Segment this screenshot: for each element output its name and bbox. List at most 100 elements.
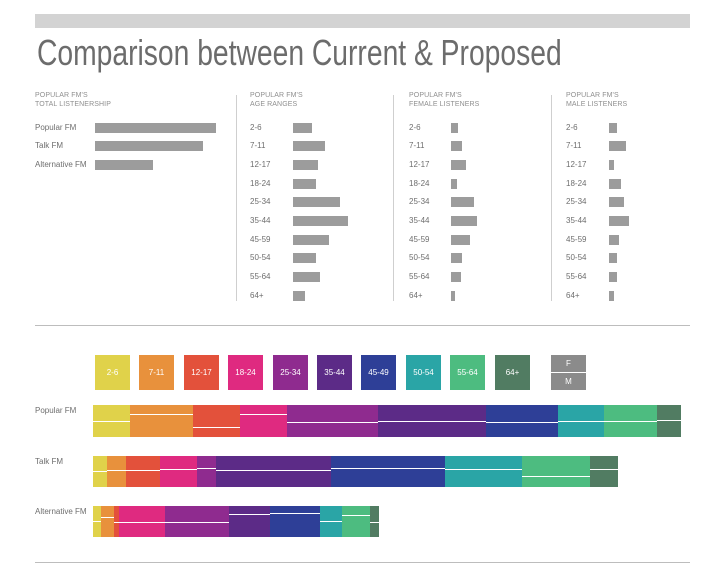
legend-swatch: 25-34: [273, 355, 308, 390]
header-band: [35, 14, 690, 28]
female-listeners-label: 25-34: [409, 197, 430, 206]
bottom-divider: [35, 562, 690, 563]
age-ranges-bar: [293, 272, 320, 282]
legend-swatch: 2-6: [95, 355, 130, 390]
male-listeners-bar: [609, 272, 617, 282]
age-ranges-bar: [293, 235, 329, 245]
female-listeners-header-line: FEMALE LISTENERS: [409, 100, 480, 108]
stacked-segment: [126, 456, 160, 487]
female-male-split-line: [130, 414, 193, 415]
stacked-segment: [590, 456, 618, 487]
stacked-segment: [378, 405, 486, 437]
female-male-split-line: [445, 469, 522, 470]
stacked-row-label: Popular FM: [35, 406, 77, 415]
male-listeners-label: 12-17: [566, 160, 587, 169]
female-male-split-line: [197, 468, 216, 469]
stacked-segment: [165, 506, 229, 537]
female-male-split-line: [486, 422, 558, 423]
legend-female-label: F: [566, 359, 571, 368]
female-male-split-line: [522, 476, 590, 477]
female-listeners-label: 45-59: [409, 235, 430, 244]
female-male-split-line: [558, 421, 604, 422]
panel-divider: [551, 95, 552, 301]
total-listenership-header-line: POPULAR FM'S: [35, 92, 88, 99]
legend-swatch: 50-54: [406, 355, 441, 390]
female-listeners-bar: [451, 197, 474, 207]
total-listenership-header: POPULAR FM'S TOTAL LISTENERSHIP: [35, 92, 111, 109]
stacked-segment: [197, 456, 216, 487]
age-ranges-header-line: POPULAR FM'S: [250, 92, 303, 99]
female-listeners-label: 12-17: [409, 160, 430, 169]
stacked-segment: [130, 405, 193, 437]
male-listeners-bar: [609, 291, 614, 301]
stacked-segment: [229, 506, 270, 537]
female-listeners-label: 18-24: [409, 179, 430, 188]
stacked-segment: [486, 405, 558, 437]
age-ranges-header-line: AGE RANGES: [250, 100, 298, 108]
female-male-split-line: [126, 470, 160, 471]
female-male-split-line: [370, 522, 379, 523]
female-listeners-bar: [451, 179, 457, 189]
legend-swatch: 12-17: [184, 355, 219, 390]
age-ranges-label: 50-54: [250, 253, 271, 262]
male-listeners-label: 35-44: [566, 216, 587, 225]
female-male-split-line: [378, 421, 486, 422]
page-title: Comparison between Current & Proposed: [37, 32, 562, 73]
female-male-split-line: [93, 521, 101, 522]
male-listeners-label: 64+: [566, 291, 580, 300]
stacked-segment: [320, 506, 342, 537]
legend-swatch: 55-64: [450, 355, 485, 390]
stacked-segment: [93, 506, 101, 537]
stacked-segment: [240, 405, 287, 437]
female-listeners-bar: [451, 272, 461, 282]
total-listenership-header-line: TOTAL LISTENERSHIP: [35, 100, 111, 108]
male-listeners-header-line: POPULAR FM'S: [566, 92, 619, 99]
female-listeners-bar: [451, 160, 466, 170]
female-listeners-label: 7-11: [409, 141, 425, 150]
stacked-segment: [270, 506, 320, 537]
total-listenership-label: Talk FM: [35, 141, 63, 150]
female-listeners-label: 35-44: [409, 216, 430, 225]
female-male-split-line: [119, 522, 165, 523]
stacked-segment: [370, 506, 379, 537]
female-listeners-bar: [451, 141, 462, 151]
female-male-split-line: [114, 522, 119, 523]
male-listeners-bar: [609, 141, 626, 151]
total-listenership-bar: [95, 123, 216, 133]
male-listeners-bar: [609, 235, 619, 245]
legend-male-label: M: [565, 377, 572, 386]
age-ranges-bar: [293, 141, 325, 151]
age-ranges-bar: [293, 197, 340, 207]
female-listeners-bar: [451, 123, 458, 133]
age-ranges-bar: [293, 123, 312, 133]
stacked-segment: [445, 456, 522, 487]
male-listeners-bar: [609, 160, 614, 170]
age-ranges-label: 35-44: [250, 216, 271, 225]
stacked-segment: [657, 405, 681, 437]
age-ranges-bar: [293, 291, 305, 301]
female-male-split-line: [270, 513, 320, 514]
age-ranges-label: 55-64: [250, 272, 271, 281]
legend-swatch: 45-49: [361, 355, 396, 390]
legend-swatch: 35-44: [317, 355, 352, 390]
female-listeners-bar: [451, 253, 462, 263]
male-listeners-label: 45-59: [566, 235, 587, 244]
stacked-segment: [119, 506, 165, 537]
stacked-segment: [558, 405, 604, 437]
stacked-segment: [160, 456, 197, 487]
female-male-split-line: [93, 421, 130, 422]
age-ranges-header: POPULAR FM'S AGE RANGES: [250, 92, 303, 109]
total-listenership-bar: [95, 160, 153, 170]
female-listeners-header-line: POPULAR FM'S: [409, 92, 462, 99]
male-listeners-header: POPULAR FM'S MALE LISTENERS: [566, 92, 627, 109]
total-listenership-bar: [95, 141, 203, 151]
female-male-split-line: [287, 422, 378, 423]
male-listeners-label: 2-6: [566, 123, 578, 132]
female-male-split-line: [590, 469, 618, 470]
female-male-split-line: [101, 517, 114, 518]
male-listeners-label: 25-34: [566, 197, 587, 206]
female-male-split-line: [240, 414, 287, 415]
male-listeners-label: 50-54: [566, 253, 587, 262]
age-ranges-label: 25-34: [250, 197, 271, 206]
